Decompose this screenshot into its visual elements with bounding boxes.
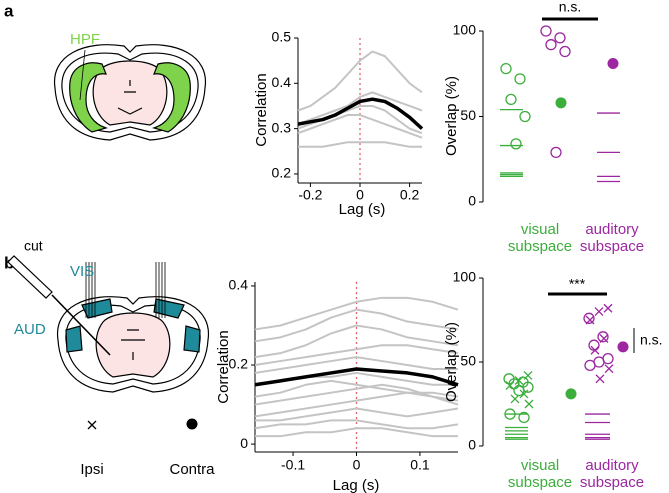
data-cross	[590, 345, 600, 355]
y-tick-label: 0.4	[272, 74, 292, 90]
category-label: visual subspace	[507, 221, 573, 255]
series-line	[298, 141, 422, 148]
significance-label: n.s.	[640, 332, 663, 348]
category-label: visual subspace	[507, 457, 573, 491]
series-line	[254, 383, 459, 406]
series-line	[254, 324, 459, 359]
y-tick-label: 0.2	[272, 165, 292, 181]
y-tick-label: 100	[453, 22, 477, 38]
significance-label: ***	[569, 276, 586, 292]
x-tick-label: 0	[356, 187, 364, 203]
series-line	[297, 91, 423, 126]
y-axis-label: Overlap (%)	[443, 76, 460, 156]
series-line	[254, 379, 459, 402]
data-cross	[599, 334, 609, 343]
y-tick-label: 50	[460, 107, 476, 123]
brain-diagram	[7, 255, 209, 393]
series-line	[254, 391, 459, 418]
significance-label: n.s.	[559, 0, 582, 15]
data-cross	[514, 376, 524, 385]
region-label: VIS	[70, 263, 94, 280]
y-tick-label: 100	[453, 269, 477, 285]
y-tick-label: 0.5	[272, 29, 292, 45]
y-axis-label: Overlap (%)	[443, 322, 460, 402]
data-point	[518, 411, 530, 424]
x-axis-label: Lag (s)	[339, 201, 386, 218]
series-line	[254, 308, 459, 343]
legend-label: Ipsi	[80, 461, 103, 478]
category-label: auditory subspace	[579, 457, 645, 491]
panel-label: a	[4, 1, 14, 20]
data-cross	[604, 364, 614, 374]
data-cross	[595, 374, 605, 384]
series-line	[297, 50, 423, 112]
data-cross	[505, 381, 515, 390]
data-point	[500, 62, 512, 75]
data-point	[510, 138, 522, 150]
region-label: HPF	[70, 31, 100, 48]
data-point	[513, 384, 525, 397]
x-tick-label: 0.2	[400, 187, 420, 203]
legend-marker	[87, 420, 97, 430]
category-label: auditory subspace	[579, 221, 645, 255]
y-axis-label: Correlation	[215, 330, 232, 403]
series-line	[255, 427, 458, 438]
data-point	[554, 32, 566, 44]
data-cross	[510, 394, 520, 404]
diagram-label: cut	[24, 238, 43, 254]
y-tick-label: 0.4	[229, 277, 249, 293]
data-point	[514, 73, 526, 85]
data-cross	[519, 389, 529, 399]
data-cross	[585, 315, 595, 325]
legend-marker	[186, 418, 198, 430]
data-point	[583, 312, 595, 324]
series-line	[297, 114, 423, 139]
mean-point	[617, 341, 629, 353]
data-point	[597, 331, 609, 343]
y-tick-label: 0	[240, 435, 248, 451]
series-line	[254, 419, 459, 430]
data-point	[505, 93, 517, 106]
mean-point	[565, 388, 577, 400]
data-point	[559, 45, 571, 58]
data-point	[540, 25, 552, 37]
data-cross	[523, 370, 533, 380]
mean-point	[607, 57, 619, 69]
y-tick-label: 50	[460, 353, 476, 369]
y-axis-label: Correlation	[253, 73, 270, 146]
data-point	[545, 39, 557, 51]
brain-diagram	[54, 44, 206, 141]
series-line	[255, 407, 459, 422]
series-line	[254, 344, 459, 367]
y-tick-label: 0.2	[229, 356, 249, 372]
legend-label: Contra	[169, 461, 215, 478]
y-tick-label: 0	[468, 193, 476, 209]
data-point	[550, 146, 562, 159]
data-point	[584, 359, 596, 372]
data-cross	[594, 307, 604, 317]
data-cross	[603, 303, 613, 313]
x-tick-label: -0.1	[281, 457, 305, 473]
data-point	[588, 339, 600, 351]
series-line	[254, 367, 459, 387]
mean-point	[555, 97, 567, 109]
series-line	[297, 97, 424, 130]
y-tick-label: 0.3	[272, 119, 292, 135]
x-tick-label: 0	[353, 457, 361, 473]
region-label: AUD	[14, 321, 46, 338]
series-line	[254, 356, 458, 374]
x-tick-label: 0.1	[410, 457, 430, 473]
x-tick-label: -0.2	[298, 187, 322, 203]
data-point	[519, 110, 531, 123]
series-line	[254, 296, 459, 331]
y-tick-label: 0	[468, 437, 476, 453]
x-axis-label: Lag (s)	[333, 477, 380, 493]
data-cross	[524, 399, 534, 409]
data-point	[504, 408, 516, 420]
